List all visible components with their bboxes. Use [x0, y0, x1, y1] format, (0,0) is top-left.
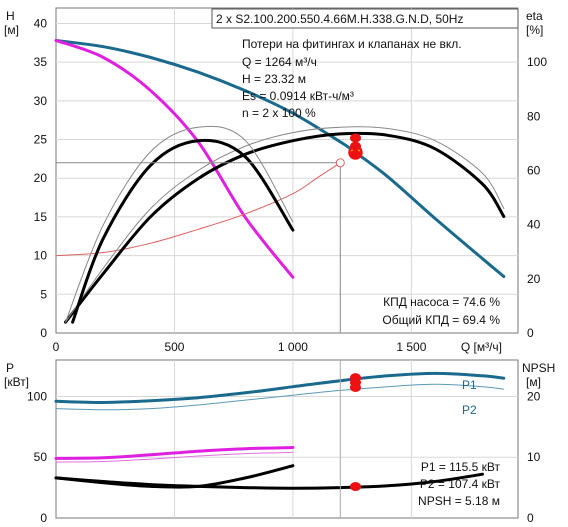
bottom-y-tick-2: 100	[27, 389, 47, 403]
curve-P1_two	[54, 371, 506, 405]
curve-head_single	[54, 39, 295, 279]
top-y2-tick-2: 40	[527, 218, 541, 232]
bottom-y2-tick-0: 0	[527, 511, 534, 525]
curve-NPSH_two	[54, 472, 484, 490]
info-line-q: Q = 1264 м³/ч	[242, 55, 317, 69]
info-line-p1: P1 = 115.5 кВт	[421, 460, 501, 474]
info-line-p2: P2 = 107.4 кВт	[420, 477, 501, 491]
info-line-npsh: NPSH = 5.18 м	[418, 494, 500, 508]
top-y2-tick-0: 0	[527, 326, 534, 340]
top-y-tick-8: 40	[34, 16, 48, 30]
total-efficiency-label: Общий КПД = 69.4 %	[382, 313, 500, 327]
curve-P2_single	[55, 451, 294, 463]
top-y-tick-2: 10	[34, 249, 48, 263]
top-y2-axis-title: eta	[526, 9, 543, 23]
curves	[54, 39, 506, 490]
x-tick-1: 500	[164, 340, 184, 354]
curve-P2_two	[55, 383, 505, 411]
x-tick-0: 0	[53, 340, 60, 354]
top-y-tick-1: 5	[40, 287, 47, 301]
top-y2-axis-unit: [%]	[526, 23, 543, 37]
info-line-es: Es = 0.0914 кВт-ч/м³	[242, 89, 354, 103]
x-tick-2: 1 000	[278, 340, 308, 354]
top-y-tick-4: 20	[34, 171, 48, 185]
bottom-y-tick-0: 0	[40, 511, 47, 525]
efficiency-mark-1	[349, 141, 361, 151]
info-line-n: n = 2 x 100 %	[242, 106, 316, 120]
bottom-y2-axis-title: NPSH	[522, 361, 555, 375]
top-y-axis-unit: [м]	[4, 23, 19, 37]
x-axis-title: Q [м³/ч]	[461, 340, 502, 354]
x-tick-3: 1 500	[396, 340, 426, 354]
top-y2-tick-5: 100	[527, 55, 547, 69]
bottom-y2-tick-1: 10	[527, 450, 541, 464]
info-line-losses: Потери на фитингах и клапанах не вкл.	[242, 37, 462, 51]
top-y2-tick-3: 60	[527, 164, 541, 178]
top-y-axis-title: H	[6, 9, 15, 23]
bottom-y-axis-title: P	[6, 361, 14, 375]
marks	[56, 133, 363, 518]
info-line-h: H = 23.32 м	[242, 72, 306, 86]
curve-eff_two_pump	[64, 131, 506, 324]
bottom-y2-tick-2: 20	[527, 389, 541, 403]
bottom-y-axis-unit: [кВт]	[4, 375, 29, 389]
top-y-tick-7: 35	[34, 55, 48, 69]
top-y-tick-0: 0	[40, 326, 47, 340]
top-y2-tick-1: 20	[527, 272, 541, 286]
efficiency-mark-2	[349, 149, 361, 159]
bottom-y-tick-1: 50	[34, 450, 48, 464]
top-y-tick-3: 15	[34, 210, 48, 224]
legend-p1: P1	[462, 378, 477, 392]
legend-p2: P2	[462, 403, 477, 417]
curve-NPSH_single	[54, 464, 295, 489]
curve-eff_single_pump	[71, 138, 295, 324]
efficiency-mark-0	[349, 133, 361, 143]
pump-efficiency-label: КПД насоса = 74.6 %	[383, 295, 500, 309]
bottom-y2-axis-unit: [м]	[526, 375, 541, 389]
top-y-tick-6: 30	[34, 94, 48, 108]
curve-system	[55, 162, 341, 257]
system-end-marker	[335, 158, 345, 168]
chart-title: 2 x S2.100.200.550.4.66M.H.338.G.N.D, 50…	[216, 12, 463, 26]
title-box	[211, 8, 519, 29]
power-mark-2	[349, 382, 361, 392]
curve-eff_two_total	[65, 126, 505, 323]
top-y2-tick-4: 80	[527, 109, 541, 123]
power-mark-3	[349, 482, 361, 492]
top-y-tick-5: 25	[34, 133, 48, 147]
curve-eff_single_total	[65, 125, 294, 323]
curve-P1_single	[54, 446, 295, 460]
